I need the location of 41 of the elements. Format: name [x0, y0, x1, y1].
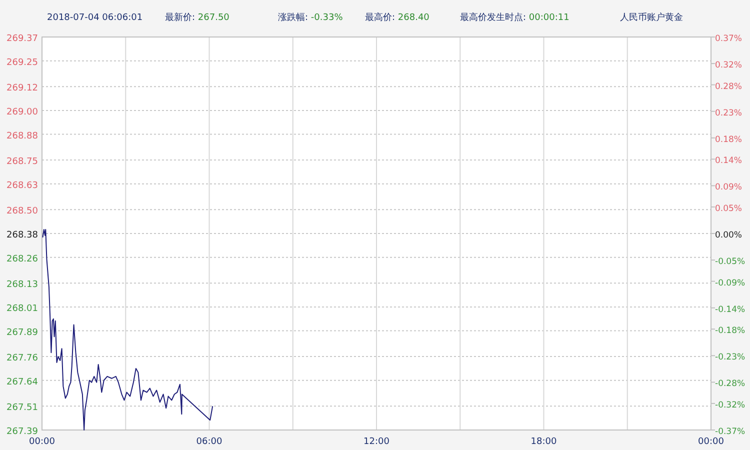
y2-tick-label: -0.28%: [715, 379, 746, 390]
y-tick-label: 268.26: [6, 254, 38, 264]
y-tick-label: 269.25: [6, 58, 38, 68]
y2-tick-label: 0.23%: [715, 108, 742, 118]
y2-tick-label: -0.23%: [715, 352, 746, 363]
y2-tick-label: -0.18%: [715, 326, 746, 336]
y2-tick-label: -0.14%: [715, 304, 746, 315]
y2-tick-label: -0.37%: [715, 427, 746, 437]
y-tick-label: 267.89: [6, 328, 38, 338]
y-tick-label: 267.76: [6, 354, 38, 364]
y2-tick-label: 0.09%: [715, 182, 742, 193]
y-tick-label: 267.64: [6, 377, 38, 388]
y-tick-label: 268.38: [6, 230, 38, 240]
y-tick-label: 268.88: [6, 131, 38, 142]
y2-tick-label: -0.09%: [715, 278, 746, 288]
x-tick-label: 18:00: [530, 437, 557, 447]
y-tick-label: 269.00: [6, 107, 38, 118]
y-tick-label: 267.51: [6, 403, 38, 414]
y-tick-label: 267.39: [6, 427, 38, 437]
y2-tick-label: 0.05%: [715, 204, 742, 214]
y2-tick-label: 0.18%: [715, 134, 742, 145]
x-tick-label: 12:00: [364, 437, 390, 447]
y2-tick-label: 0.28%: [715, 82, 742, 92]
y-tick-label: 268.63: [6, 180, 38, 191]
y-tick-label: 268.01: [6, 304, 38, 314]
y2-tick-label: 0.37%: [715, 34, 742, 44]
y2-tick-label: 0.32%: [715, 60, 742, 71]
y-tick-label: 268.75: [6, 157, 38, 168]
y2-tick-label: -0.05%: [715, 257, 746, 268]
y-tick-label: 268.13: [6, 280, 38, 290]
x-tick-label: 06:00: [196, 437, 222, 447]
y-tick-label: 269.37: [6, 34, 38, 44]
x-tick-label: 00:00: [698, 437, 724, 447]
y-tick-label: 268.50: [6, 206, 38, 217]
y-tick-label: 269.12: [6, 84, 38, 94]
y2-tick-label: 0.00%: [715, 230, 742, 240]
y2-tick-label: -0.32%: [715, 400, 746, 410]
line-series: [42, 229, 214, 430]
header: 2018-07-04 06:06:01 最新价: 267.50 涨跌幅: -0.33% 最高价: 268.40 最高价发生时点: 00:00:11 人民币账户黄金: [47, 13, 683, 23]
y2-tick-label: 0.14%: [715, 156, 742, 166]
x-tick-label: 00:00: [29, 437, 56, 447]
